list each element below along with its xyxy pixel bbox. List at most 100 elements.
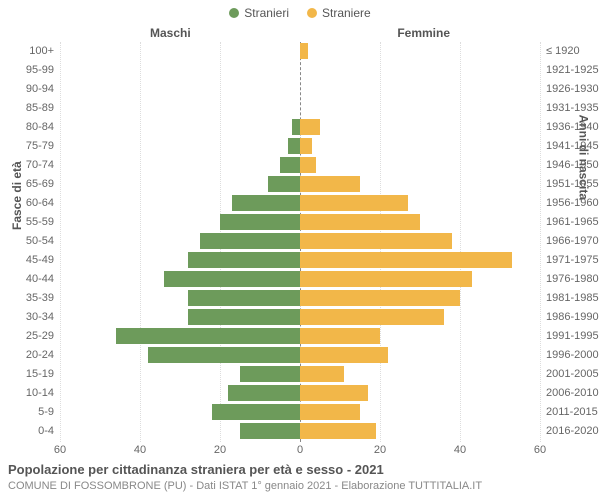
age-label: 5-9 — [38, 403, 54, 421]
bar-female — [300, 290, 460, 306]
legend: Stranieri Straniere — [0, 0, 600, 20]
bar-male — [240, 423, 300, 439]
birth-year-label: 2001-2005 — [546, 365, 599, 383]
bar-female — [300, 423, 376, 439]
bar-female — [300, 328, 380, 344]
bar-male — [232, 195, 300, 211]
bar-male — [268, 176, 300, 192]
data-row: 20-241996-2000 — [60, 346, 540, 364]
column-header-male: Maschi — [150, 26, 191, 40]
birth-year-label: 1961-1965 — [546, 213, 599, 231]
pyramid-chart: Stranieri Straniere Maschi Femmine Fasce… — [0, 0, 600, 500]
age-label: 60-64 — [26, 194, 54, 212]
age-label: 55-59 — [26, 213, 54, 231]
birth-year-label: 1956-1960 — [546, 194, 599, 212]
x-axis: 6040200204060 — [60, 444, 540, 460]
bar-female — [300, 157, 316, 173]
x-tick-label: 40 — [134, 444, 146, 456]
birth-year-label: 1976-1980 — [546, 270, 599, 288]
birth-year-label: 1986-1990 — [546, 308, 599, 326]
data-row: 30-341986-1990 — [60, 308, 540, 326]
gridline — [540, 42, 541, 442]
age-label: 40-44 — [26, 270, 54, 288]
chart-subtitle: COMUNE DI FOSSOMBRONE (PU) - Dati ISTAT … — [8, 480, 482, 492]
data-row: 40-441976-1980 — [60, 270, 540, 288]
age-label: 95-99 — [26, 61, 54, 79]
legend-item-male: Stranieri — [229, 6, 289, 20]
birth-year-label: 1946-1950 — [546, 156, 599, 174]
age-label: 85-89 — [26, 99, 54, 117]
age-label: 15-19 — [26, 365, 54, 383]
legend-swatch-male — [229, 8, 239, 18]
data-row: 15-192001-2005 — [60, 365, 540, 383]
age-label: 90-94 — [26, 80, 54, 98]
bar-female — [300, 347, 388, 363]
bar-female — [300, 252, 512, 268]
x-tick-label: 40 — [454, 444, 466, 456]
x-tick-label: 20 — [214, 444, 226, 456]
bar-female — [300, 176, 360, 192]
data-row: 35-391981-1985 — [60, 289, 540, 307]
birth-year-label: 2011-2015 — [546, 403, 598, 421]
data-row: 25-291991-1995 — [60, 327, 540, 345]
birth-year-label: 1941-1945 — [546, 137, 599, 155]
legend-label-male: Stranieri — [244, 6, 289, 20]
bar-female — [300, 43, 308, 59]
bar-male — [164, 271, 300, 287]
bar-male — [228, 385, 300, 401]
age-label: 70-74 — [26, 156, 54, 174]
birth-year-label: 2006-2010 — [546, 384, 599, 402]
data-row: 95-991921-1925 — [60, 61, 540, 79]
birth-year-label: ≤ 1920 — [546, 42, 580, 60]
data-row: 10-142006-2010 — [60, 384, 540, 402]
legend-item-female: Straniere — [307, 6, 371, 20]
data-row: 0-42016-2020 — [60, 422, 540, 440]
age-label: 45-49 — [26, 251, 54, 269]
y-axis-title-left: Fasce di età — [10, 161, 24, 230]
data-row: 75-791941-1945 — [60, 137, 540, 155]
data-row: 5-92011-2015 — [60, 403, 540, 421]
legend-swatch-female — [307, 8, 317, 18]
bar-male — [188, 290, 300, 306]
birth-year-label: 2016-2020 — [546, 422, 599, 440]
data-row: 70-741946-1950 — [60, 156, 540, 174]
age-label: 75-79 — [26, 137, 54, 155]
age-label: 65-69 — [26, 175, 54, 193]
bar-male — [240, 366, 300, 382]
age-label: 100+ — [29, 42, 54, 60]
data-row: 50-541966-1970 — [60, 232, 540, 250]
bar-female — [300, 214, 420, 230]
bar-male — [200, 233, 300, 249]
bar-female — [300, 404, 360, 420]
birth-year-label: 1966-1970 — [546, 232, 599, 250]
bar-male — [148, 347, 300, 363]
bar-female — [300, 271, 472, 287]
data-row: 65-691951-1955 — [60, 175, 540, 193]
age-label: 35-39 — [26, 289, 54, 307]
bar-female — [300, 233, 452, 249]
bar-female — [300, 138, 312, 154]
birth-year-label: 1921-1925 — [546, 61, 599, 79]
data-row: 100+≤ 1920 — [60, 42, 540, 60]
x-tick-label: 20 — [374, 444, 386, 456]
data-row: 55-591961-1965 — [60, 213, 540, 231]
bar-female — [300, 385, 368, 401]
data-row: 90-941926-1930 — [60, 80, 540, 98]
bar-male — [220, 214, 300, 230]
legend-label-female: Straniere — [322, 6, 371, 20]
bar-male — [212, 404, 300, 420]
plot-area: 100+≤ 192095-991921-192590-941926-193085… — [60, 42, 540, 442]
column-header-female: Femmine — [397, 26, 450, 40]
birth-year-label: 1996-2000 — [546, 346, 599, 364]
birth-year-label: 1991-1995 — [546, 327, 599, 345]
birth-year-label: 1936-1940 — [546, 118, 599, 136]
bar-male — [288, 138, 300, 154]
birth-year-label: 1951-1955 — [546, 175, 599, 193]
x-tick-label: 60 — [54, 444, 66, 456]
bar-male — [188, 309, 300, 325]
x-tick-label: 0 — [297, 444, 303, 456]
bar-male — [280, 157, 300, 173]
data-row: 45-491971-1975 — [60, 251, 540, 269]
data-row: 85-891931-1935 — [60, 99, 540, 117]
bar-male — [116, 328, 300, 344]
